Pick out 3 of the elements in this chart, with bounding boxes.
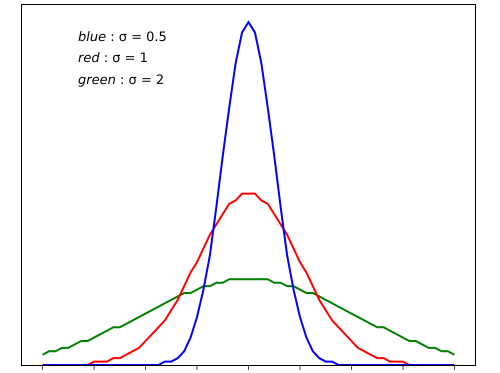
annotation: green : σ = 2 (78, 73, 164, 88)
annotation: red : σ = 1 (78, 51, 148, 66)
annotation: blue : σ = 0.5 (78, 30, 167, 45)
